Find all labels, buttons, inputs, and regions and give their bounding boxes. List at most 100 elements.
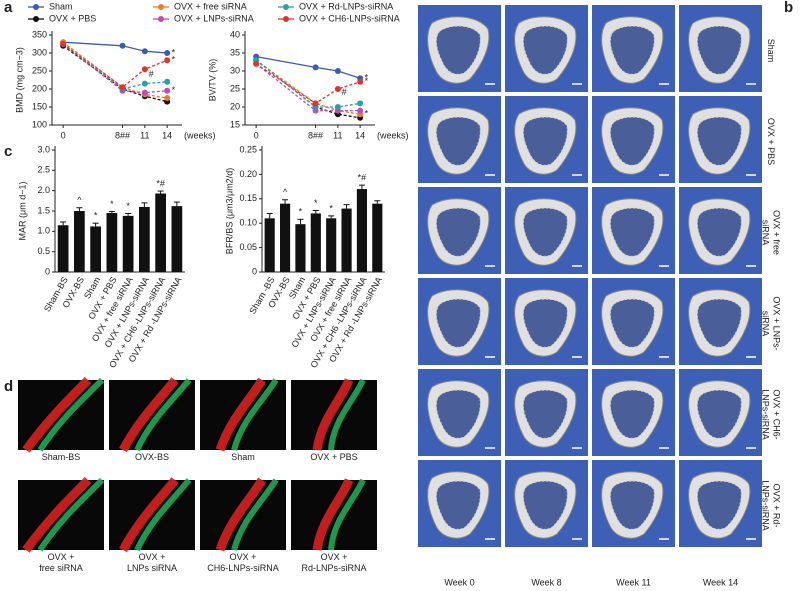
microct-image [505,96,588,183]
row-label: OVX + CH6-LNPs-siRNA [760,389,781,440]
point [119,42,126,49]
caption-line: OVX-BS [135,452,169,462]
fluorescence-image [291,378,377,451]
trabecular [522,480,568,530]
y-tick-label: 40 [230,29,240,39]
y-axis-label: BV/TV (%) [207,59,217,102]
microct-image [418,5,501,92]
fluorescence-image [200,477,286,552]
green-label [328,378,366,451]
y-tick-label: 0 [45,266,50,276]
point [164,50,171,56]
series-line [255,63,361,105]
trabecular [435,25,481,75]
red-label [119,377,179,453]
caption-line: Sham-BS [42,452,81,462]
microct-image [418,278,501,365]
bar [90,226,101,272]
microct-image [418,96,501,183]
point [334,68,341,74]
y-axis-label: BMD (mg cm−3) [14,47,24,113]
y-tick-label: 0.15 [239,193,257,203]
bar [106,213,118,272]
caption: OVX + LNPs siRNA [127,552,177,573]
annotation: * [365,73,369,83]
panel-label: b [784,0,793,16]
legend-marker [158,16,164,22]
y-tick-label: 100 [32,119,47,129]
point [334,86,341,92]
row-label: OVX + Rd-LNPs-siRNA [760,480,781,531]
red-label [215,377,266,452]
bar [341,208,352,272]
caption-line: OVX + PBS [310,452,357,462]
annotation: * [172,55,176,65]
legend-label: OVX + free siRNA [174,1,247,11]
y-axis-label: MAR (μm d−1) [17,182,27,241]
significance: * [329,203,333,213]
x-tick-label: 11 [140,130,149,140]
legend-marker [283,16,289,22]
caption-line: OVX + [139,552,166,562]
significance: * [126,201,130,211]
series-line [62,43,168,90]
y-tick-label: 0.5 [37,246,50,256]
series-line [62,41,168,99]
y-tick-label: 200 [32,83,47,93]
series-line [62,43,168,89]
y-tick-label: 0.05 [239,242,257,252]
microct-image [679,460,762,547]
row-label: Sham [766,39,776,63]
trabecular [522,116,568,166]
x-tick-label: 11 [333,130,342,140]
fluorescence-image [291,478,377,551]
significance: *# [156,178,165,188]
green-label [328,478,366,551]
column-label: Week 14 [703,577,738,587]
row-label: OVX + LNPs-siRNA [760,296,781,350]
trabecular [609,116,655,166]
red-label [119,477,179,553]
trabecular [696,480,742,530]
point [357,100,364,107]
row-label-line: LNPs-siRNA [760,389,770,440]
point [312,100,319,107]
y-tick-label: 150 [32,101,47,111]
microct-image [505,460,588,547]
red-label [22,476,92,553]
trabecular [609,480,655,530]
column-label: Week 11 [616,577,651,587]
point [164,57,171,64]
panel-label: a [4,0,13,16]
bar [264,218,275,272]
row-label-line: siRNA [760,220,770,246]
column-label: Week 8 [531,577,561,587]
y-tick-label: 1.0 [37,226,50,236]
trabecular [522,389,568,439]
significance: * [314,198,318,208]
x-tick-label: 8## [115,130,130,140]
significance: * [94,211,98,221]
caption: OVX-BS [135,452,169,462]
row-label-line: OVX + LNPs- [771,296,781,350]
x-tick-label: 14 [355,130,365,140]
trabecular [696,25,742,75]
row-label: OVX + freesiRNA [760,210,781,255]
point [141,89,148,96]
green-label [231,378,279,451]
trabecular [435,116,481,166]
y-tick-label: 350 [32,29,47,39]
significance: ^ [283,187,288,197]
microct-image [592,5,675,92]
row-label-line: OVX + Rd- [771,484,781,528]
trabecular [435,480,481,530]
y-tick-label: 30 [230,65,240,75]
annotation: # [149,69,154,79]
y-tick-label: 35 [230,47,240,57]
trabecular [609,389,655,439]
fluorescence-image [18,376,105,453]
annotation: * [365,76,369,86]
legend-marker [283,4,289,10]
significance: * [110,199,114,209]
